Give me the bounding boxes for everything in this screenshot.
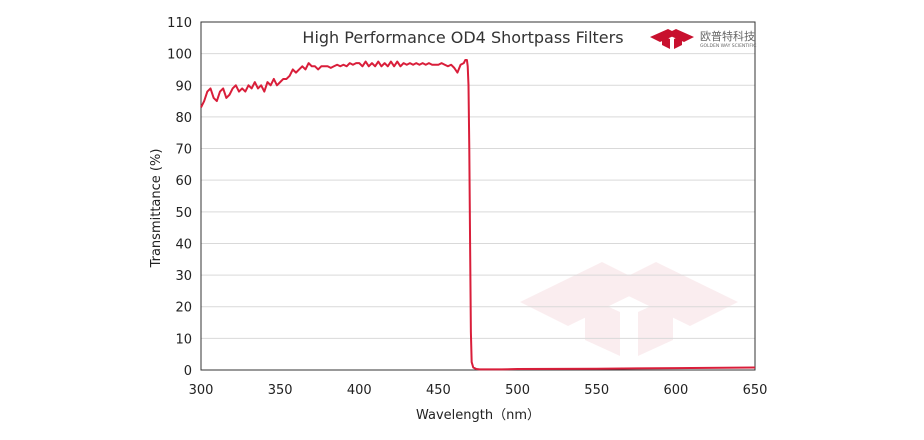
x-tick-label: 550 xyxy=(584,383,609,398)
y-axis-ticks: 0 10 20 30 40 50 60 70 80 90 100 110 xyxy=(167,16,192,379)
y-tick-label: 70 xyxy=(175,143,192,158)
data-series xyxy=(200,58,756,371)
brand-logo: 欧普特科技 GOLDEN WAY SCIENTIFIC xyxy=(650,29,756,49)
y-tick-label: 80 xyxy=(175,111,192,126)
x-tick-label: 650 xyxy=(743,383,768,398)
y-tick-label: 100 xyxy=(167,48,192,63)
y-tick-label: 0 xyxy=(184,364,192,379)
y-tick-label: 10 xyxy=(175,332,192,347)
x-axis-ticks: 300 350 400 450 500 550 600 650 xyxy=(189,383,768,398)
watermark-logo xyxy=(520,262,738,356)
x-tick-label: 500 xyxy=(505,383,530,398)
brand-name-en: GOLDEN WAY SCIENTIFIC xyxy=(700,43,756,49)
y-tick-label: 110 xyxy=(167,16,192,31)
y-tick-label: 20 xyxy=(175,301,192,316)
y-tick-label: 40 xyxy=(175,237,192,252)
x-tick-label: 350 xyxy=(268,383,293,398)
brand-logo-icon xyxy=(650,29,694,49)
x-tick-label: 450 xyxy=(426,383,451,398)
gridlines xyxy=(201,53,755,339)
brand-name-cn: 欧普特科技 xyxy=(700,29,755,43)
y-tick-label: 60 xyxy=(175,174,192,189)
x-axis-title: Wavelength（nm） xyxy=(416,408,540,423)
x-tick-label: 300 xyxy=(189,383,214,398)
y-tick-label: 30 xyxy=(175,269,192,284)
y-tick-label: 50 xyxy=(175,206,192,221)
chart-title: High Performance OD4 Shortpass Filters xyxy=(302,28,623,47)
y-axis-title: Transmittance (%) xyxy=(149,149,164,269)
x-tick-label: 600 xyxy=(663,383,688,398)
series-line-0 xyxy=(200,58,756,371)
y-tick-label: 90 xyxy=(175,79,192,94)
x-tick-label: 400 xyxy=(347,383,372,398)
